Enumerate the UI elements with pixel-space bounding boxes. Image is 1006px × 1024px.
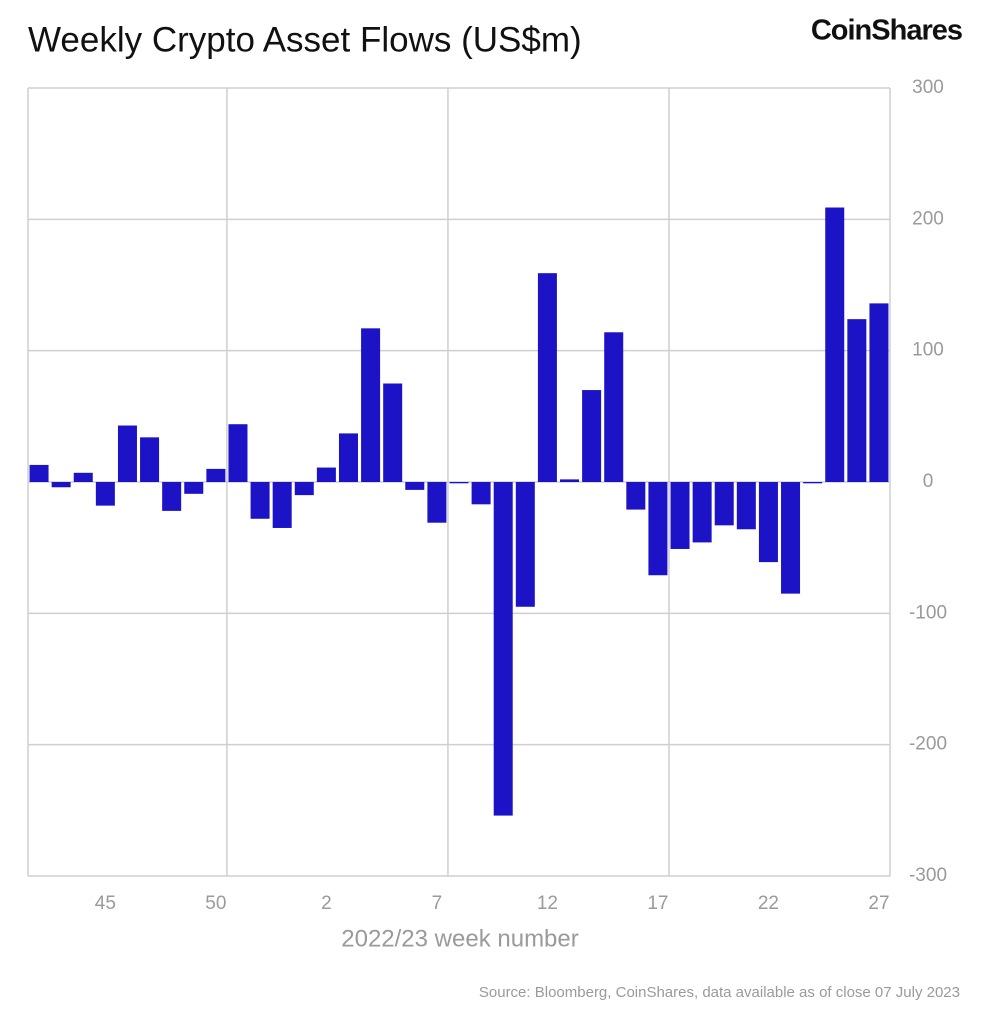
x-axis-label: 2022/23 week number (341, 925, 579, 952)
bar (95, 482, 115, 506)
bar (140, 437, 160, 482)
bar (803, 482, 823, 484)
bar (405, 482, 425, 490)
bar (758, 482, 778, 563)
bar (272, 482, 292, 528)
y-tick-label: 200 (912, 208, 944, 229)
bar (361, 328, 381, 482)
bar (449, 482, 469, 484)
bar (117, 425, 137, 482)
bar (648, 482, 668, 576)
bar (316, 467, 336, 482)
bar (250, 482, 270, 519)
y-tick-label: -100 (909, 602, 947, 623)
bar (29, 464, 49, 482)
bar (162, 482, 182, 511)
bar (847, 319, 867, 482)
bar (228, 424, 248, 482)
bar (73, 472, 93, 482)
bar (781, 482, 801, 594)
x-tick-label: 50 (205, 893, 226, 914)
bar (869, 303, 889, 482)
y-tick-label: 0 (923, 471, 934, 492)
bar (338, 433, 358, 482)
bar (206, 468, 226, 482)
y-tick-label: 100 (912, 340, 944, 361)
bar (604, 332, 624, 482)
bar (471, 482, 491, 505)
y-tick-label: 300 (912, 77, 944, 98)
bar (560, 479, 580, 482)
bar (714, 482, 734, 526)
bar (825, 207, 845, 482)
x-tick-label: 7 (432, 893, 443, 914)
bar (184, 482, 204, 494)
x-tick-label: 12 (537, 893, 558, 914)
x-tick-label: 45 (95, 893, 116, 914)
bar (692, 482, 712, 543)
bar (582, 390, 602, 482)
bar (736, 482, 756, 530)
bar (493, 482, 513, 816)
bar (537, 273, 557, 482)
bar (670, 482, 690, 549)
bar (51, 482, 71, 488)
x-tick-label: 22 (758, 893, 779, 914)
bar (383, 383, 403, 482)
source-note: Source: Bloomberg, CoinShares, data avai… (479, 984, 960, 1001)
y-tick-label: -300 (909, 865, 947, 886)
chart-title: Weekly Crypto Asset Flows (US$m) (28, 20, 582, 59)
bar (626, 482, 646, 510)
bar (427, 482, 447, 523)
x-tick-label: 17 (647, 893, 668, 914)
x-tick-label: 27 (868, 893, 889, 914)
y-tick-label: -200 (909, 734, 947, 755)
bar (294, 482, 314, 496)
bar (515, 482, 535, 607)
brand-logo: CoinShares (811, 15, 962, 47)
x-tick-label: 2 (321, 893, 332, 914)
